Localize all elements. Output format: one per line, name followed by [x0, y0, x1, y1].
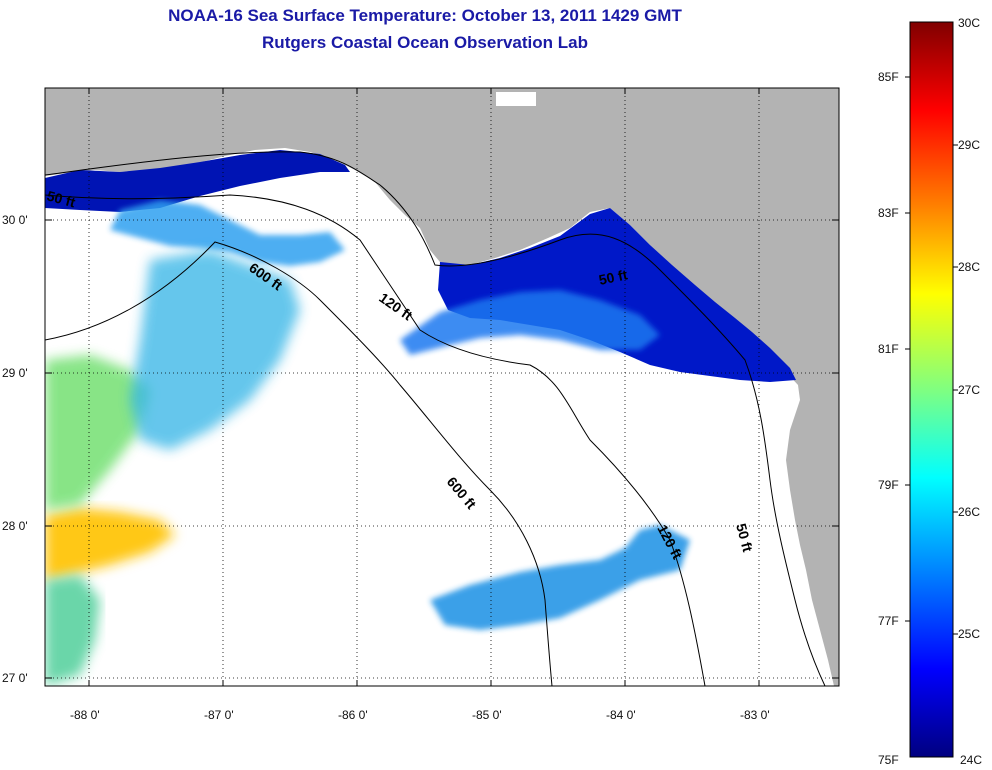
plot-area: 50 ft 600 ft 120 ft 50 ft 600 ft 120 ft … — [45, 88, 839, 686]
sst-mid-central — [130, 250, 300, 450]
lon-tick-labels: -88 0' -87 0' -86 0' -85 0' -84 0' -83 0… — [70, 708, 770, 722]
lon-tick-label: -88 0' — [70, 708, 100, 722]
lat-tick-label: 28 0' — [2, 519, 28, 533]
colorbar-celsius-label: 29C — [958, 138, 980, 152]
colorbar-ticks — [905, 76, 958, 635]
colorbar-fahrenheit-label: 75F — [878, 753, 899, 767]
bathymetry-contours — [45, 151, 826, 686]
sst-bigbend-mid — [400, 290, 660, 355]
lon-tick-label: -85 0' — [472, 708, 502, 722]
sst-mild-west — [45, 355, 150, 510]
colorbar: 30C 29C 28C 27C 26C 25C 24C 85F 83F 81F … — [878, 16, 982, 767]
sst-coastal-cold — [45, 150, 350, 212]
colorbar-celsius-label: 25C — [958, 627, 980, 641]
lat-tick-labels: 30 0' 29 0' 28 0' 27 0' — [2, 213, 28, 685]
colorbar-celsius-label: 27C — [958, 383, 980, 397]
map-title: NOAA-16 Sea Surface Temperature: October… — [168, 6, 682, 25]
lat-tick-label: 30 0' — [2, 213, 28, 227]
lat-tick-label: 29 0' — [2, 366, 28, 380]
colorbar-fahrenheit-label: 77F — [878, 614, 899, 628]
lat-tick-label: 27 0' — [2, 671, 28, 685]
contour-120ft — [45, 194, 706, 686]
lon-tick-label: -86 0' — [338, 708, 368, 722]
contour-label: 50 ft — [45, 187, 77, 210]
lon-tick-label: -87 0' — [204, 708, 234, 722]
graticule — [45, 88, 839, 686]
lon-tick-label: -84 0' — [606, 708, 636, 722]
axis-ticks — [45, 88, 839, 686]
colorbar-celsius-label: 24C — [960, 753, 982, 767]
contour-600ft — [45, 241, 553, 686]
colorbar-fahrenheit-label: 79F — [878, 478, 899, 492]
sst-panhandle-mid — [110, 200, 345, 266]
contour-label: 50 ft — [597, 266, 629, 288]
plot-frame — [44, 87, 840, 687]
sst-mild-southwest — [45, 575, 100, 686]
contour-50ft — [45, 151, 826, 686]
colorbar-celsius-label: 28C — [958, 260, 980, 274]
lon-tick-label: -83 0' — [740, 708, 770, 722]
colorbar-celsius-label: 26C — [958, 505, 980, 519]
colorbar-fahrenheit-label: 85F — [878, 70, 899, 84]
cloud-patch — [496, 92, 536, 106]
colorbar-bar — [909, 21, 954, 758]
contour-label: 50 ft — [733, 522, 756, 554]
colorbar-fahrenheit-label: 83F — [878, 206, 899, 220]
colorbar-fahrenheit-label: 81F — [878, 342, 899, 356]
land-florida — [45, 88, 839, 686]
colorbar-celsius-label: 30C — [958, 16, 980, 30]
map-subtitle: Rutgers Coastal Ocean Observation Lab — [262, 33, 588, 52]
sst-south-patch — [430, 525, 690, 630]
